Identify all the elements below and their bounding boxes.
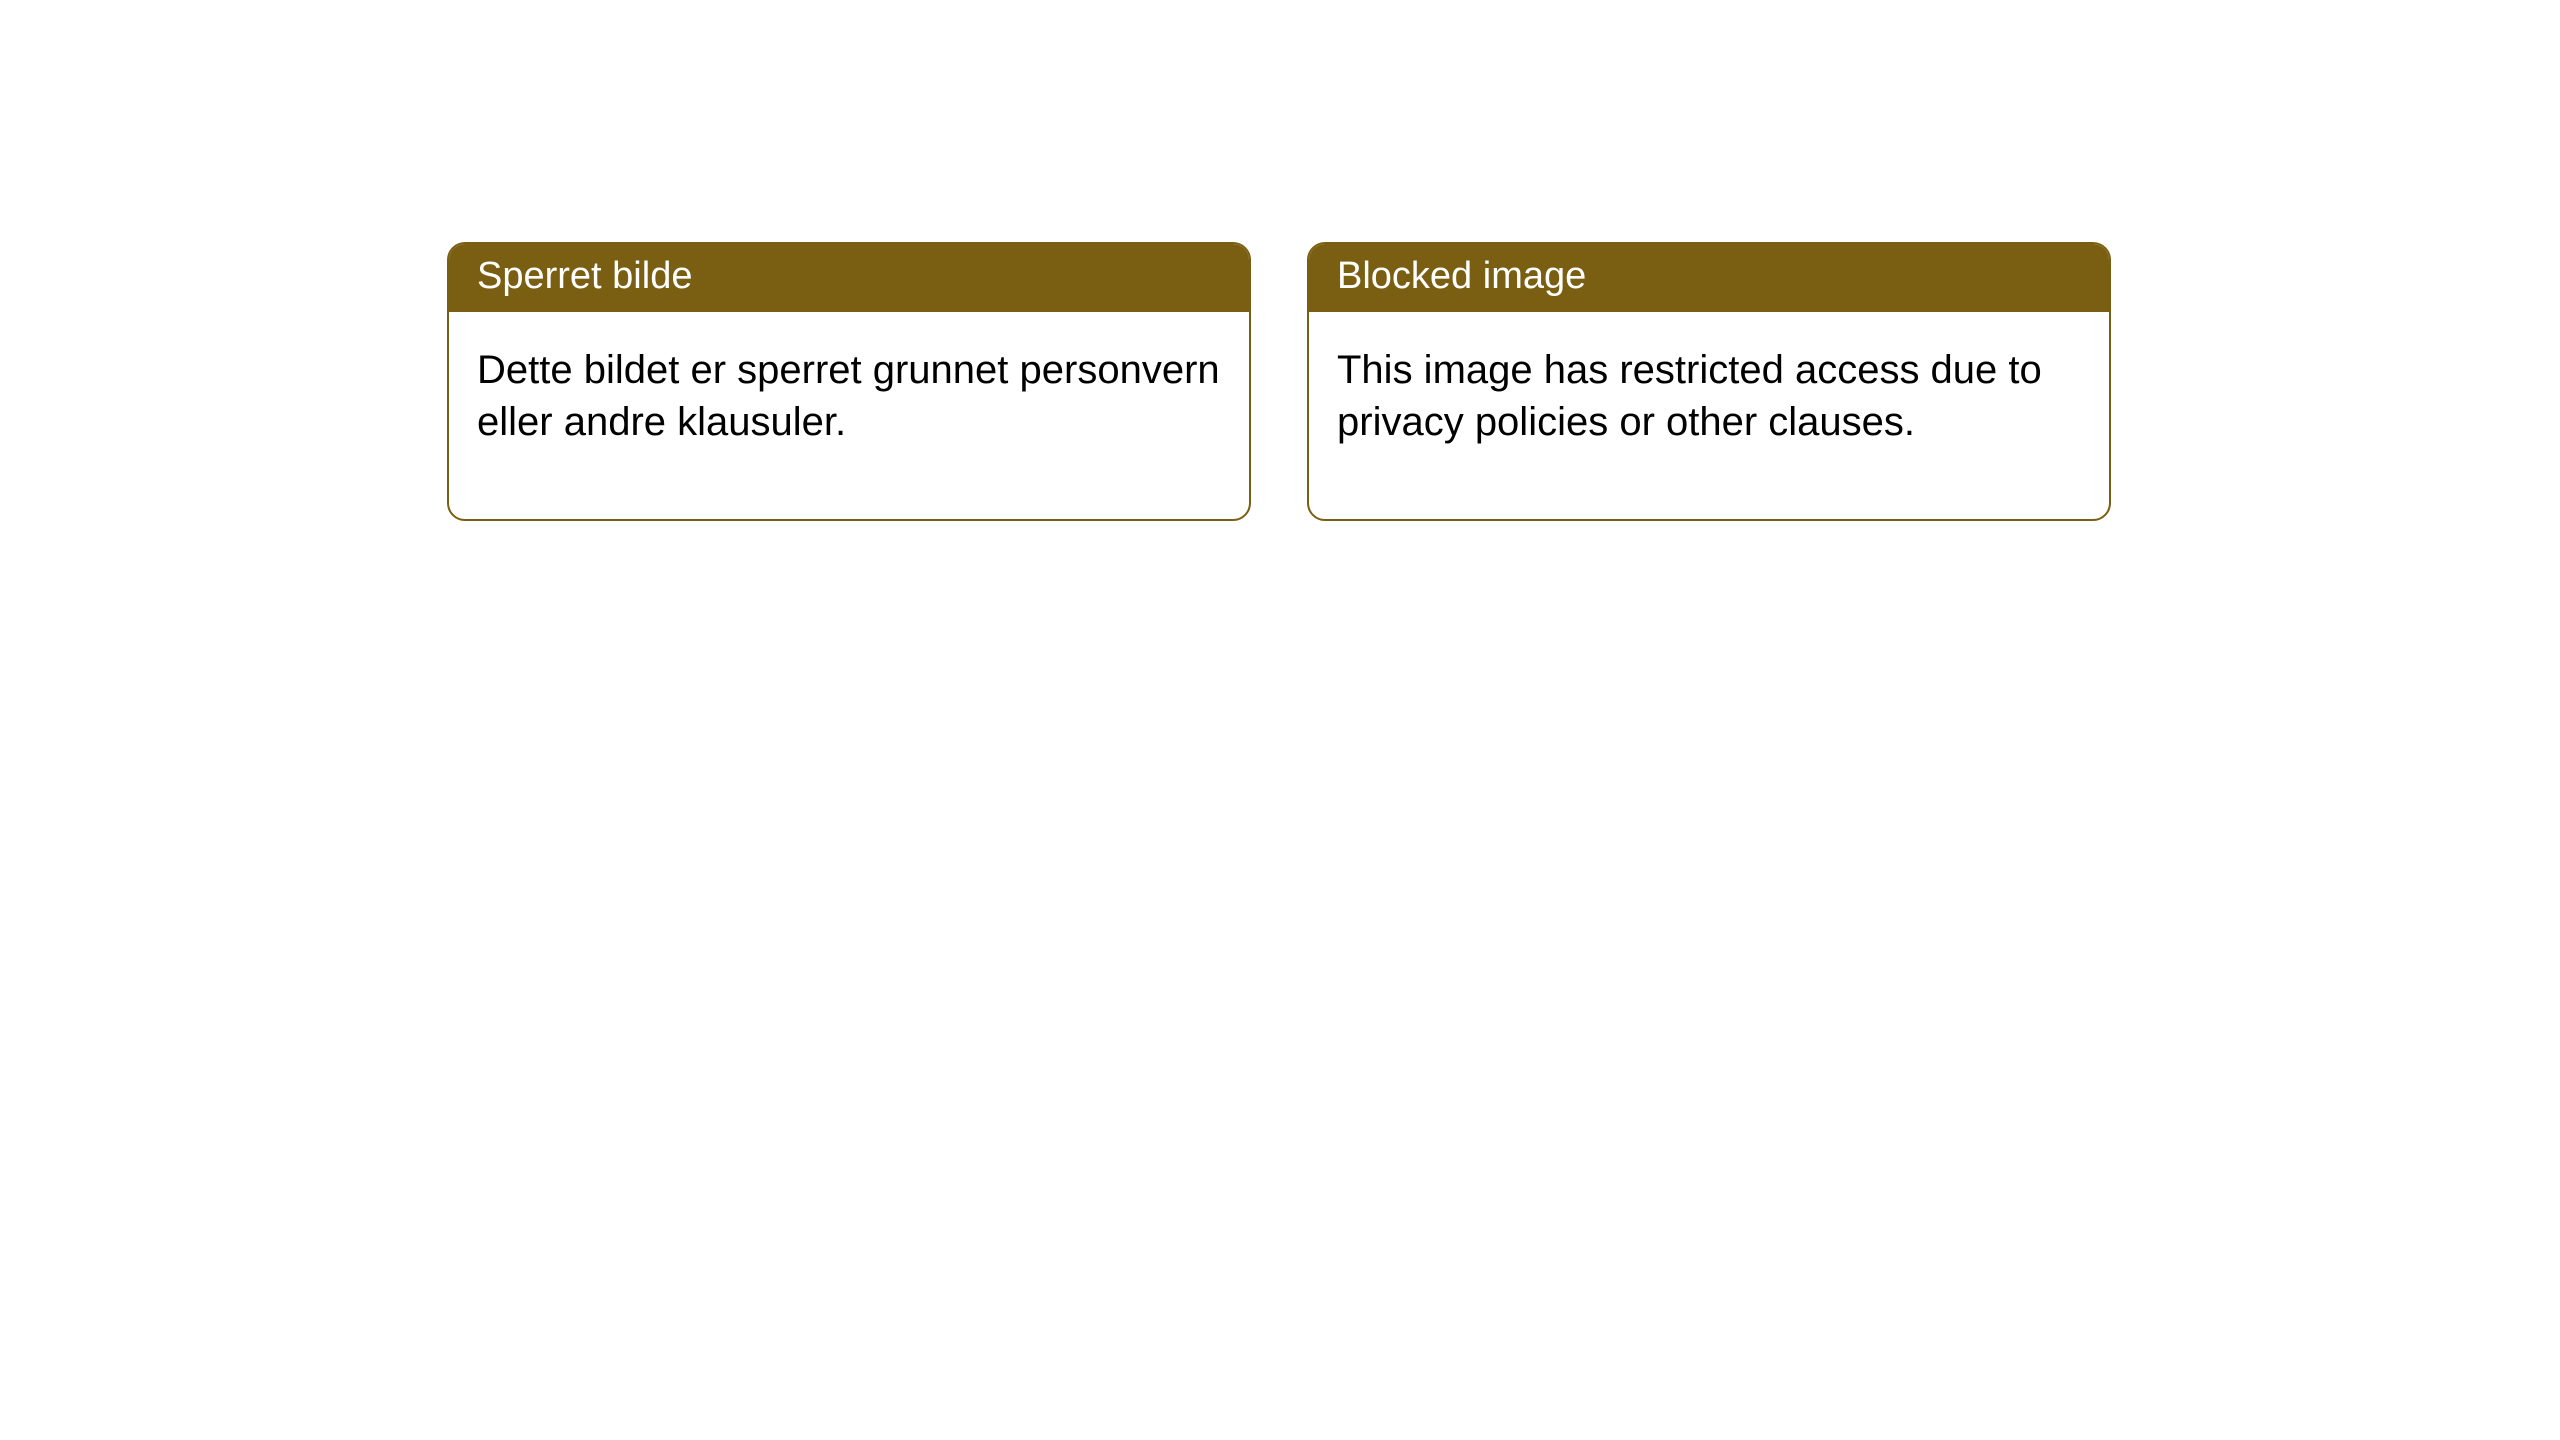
card-title-en: Blocked image bbox=[1309, 244, 2109, 312]
blocked-image-card-no: Sperret bilde Dette bildet er sperret gr… bbox=[447, 242, 1251, 521]
card-body-en: This image has restricted access due to … bbox=[1309, 312, 2109, 520]
blocked-image-card-en: Blocked image This image has restricted … bbox=[1307, 242, 2111, 521]
card-body-no: Dette bildet er sperret grunnet personve… bbox=[449, 312, 1249, 520]
card-title-no: Sperret bilde bbox=[449, 244, 1249, 312]
notice-container: Sperret bilde Dette bildet er sperret gr… bbox=[447, 242, 2111, 521]
